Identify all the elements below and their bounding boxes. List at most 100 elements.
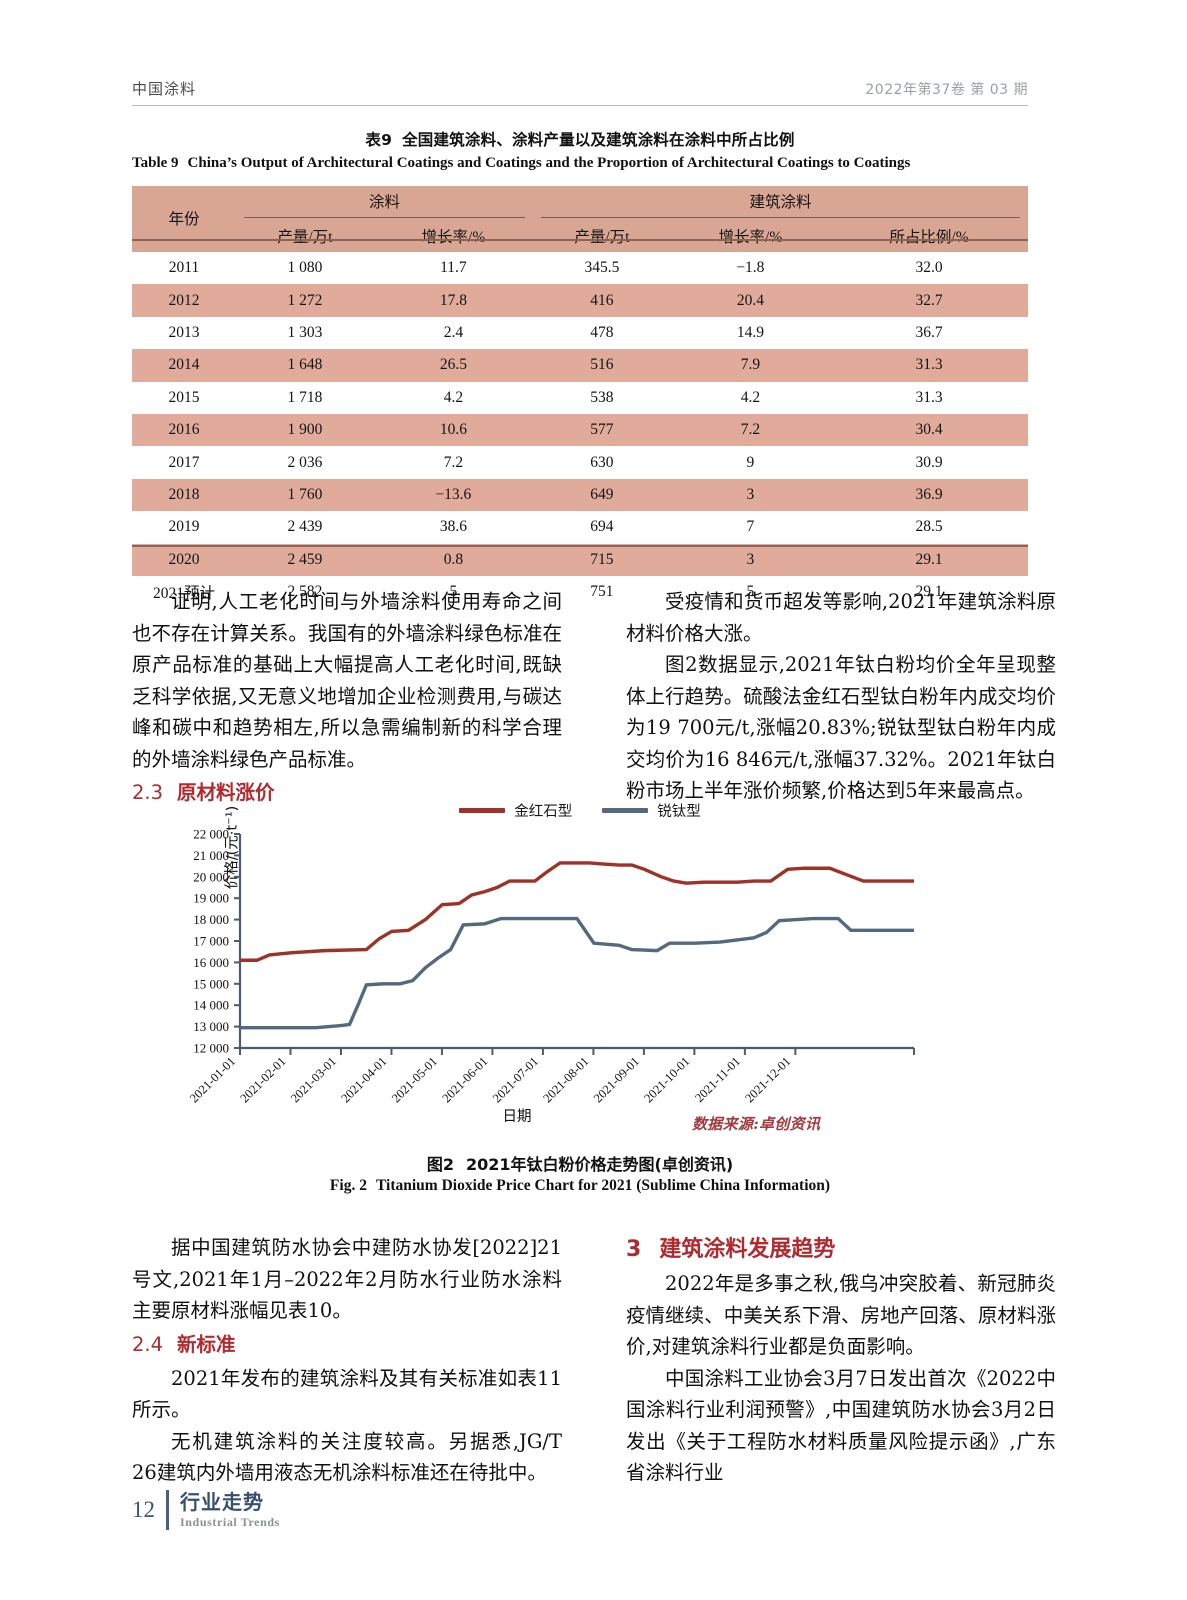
section-heading-2-4: 2.4 新标准 [132, 1328, 562, 1362]
table9: 年份 涂料 建筑涂料 产量/万t 增长率/% 产量/万t 增长率/% 所占比例/… [132, 186, 1028, 609]
table-cell-year: 2019 [132, 511, 236, 544]
table-cell: 36.7 [830, 316, 1028, 350]
x-axis-tick-label: 2021-11-01 [692, 1054, 743, 1105]
table-cell-year: 2012 [132, 284, 236, 317]
table-cell: 2 036 [236, 446, 374, 479]
table-row: 2020 2 459 0.8 715 3 29.1 [132, 543, 1028, 576]
table-cell: 29.1 [830, 543, 1028, 576]
legend-swatch-rutile [459, 808, 506, 813]
table-cell: 14.9 [670, 316, 830, 350]
table-cell-year: 2020 [132, 543, 236, 576]
th-year: 年份 [132, 186, 236, 252]
y-axis-tick-label: 18 000 [193, 912, 229, 927]
y-axis-tick-label: 12 000 [193, 1041, 229, 1056]
table-cell: 538 [533, 381, 671, 414]
table-cell: 715 [533, 543, 671, 576]
figure2-caption-cn-text: 2021年钛白粉价格走势图(卓创资讯) [465, 1155, 734, 1174]
figure2-caption-en: Fig. 2 Titanium Dioxide Price Chart for 2… [132, 1177, 1028, 1195]
table-row: 2019 2 439 38.6 694 7 28.5 [132, 511, 1028, 544]
table-cell-year: 2021预计 [132, 575, 236, 609]
chart-source-note: 数据来源:卓创资讯 [692, 1115, 821, 1133]
right-bottom-para-1: 2022年是多事之秋,俄乌冲突胶着、新冠肺炎疫情继续、中美关系下滑、房地产回落、… [626, 1272, 1056, 1358]
th-sub-3: 增长率/% [670, 220, 830, 252]
left-column-bottom: 据中国建筑防水协会中建防水协发[2022]21号文,2021年1月–2022年2… [132, 1232, 562, 1489]
table-cell: 649 [533, 478, 671, 512]
table-cell: 630 [533, 446, 671, 479]
table-cell: 20.4 [670, 284, 830, 317]
x-axis-tick-label: 2021-09-01 [591, 1054, 642, 1105]
th-sub-1: 增长率/% [373, 220, 533, 252]
x-axis-tick-label: 2021-08-01 [540, 1054, 591, 1105]
table-cell: 7.9 [670, 349, 830, 382]
left-bottom-para-2: 2021年发布的建筑涂料及其有关标准如表11所示。 [132, 1366, 562, 1422]
chart-y-axis-label: 价格/(元·t⁻¹) [224, 805, 241, 890]
table-cell-year: 2016 [132, 413, 236, 447]
running-head: 中国涂料 2022年第37卷 第 03 期 [132, 78, 1028, 106]
table-cell: 2.4 [373, 316, 533, 350]
table9-head: 年份 涂料 建筑涂料 产量/万t 增长率/% 产量/万t 增长率/% 所占比例/… [132, 186, 1028, 252]
table-cell-year: 2014 [132, 349, 236, 382]
left-bottom-para-1: 据中国建筑防水协会中建防水协发[2022]21号文,2021年1月–2022年2… [132, 1236, 562, 1322]
table-cell: 751 [533, 575, 671, 609]
legend-label-anatase: 锐钛型 [657, 804, 701, 820]
table-cell: 11.7 [373, 252, 533, 285]
table-cell: 17.8 [373, 284, 533, 317]
table-cell: 30.9 [830, 446, 1028, 479]
table-cell: 2 582 [236, 575, 374, 609]
table-cell: 26.5 [373, 349, 533, 382]
issue-info: 2022年第37卷 第 03 期 [865, 82, 1028, 98]
x-axis-tick-label: 2021-04-01 [338, 1054, 389, 1105]
y-axis-tick-label: 13 000 [193, 1019, 229, 1034]
section-3-title: 建筑涂料发展趋势 [659, 1237, 836, 1262]
table-cell: 1 718 [236, 381, 374, 414]
footer-section-en: Industrial Trends [180, 1515, 280, 1529]
table-cell: 1 900 [236, 413, 374, 447]
figure2-caption-en-text: Titanium Dioxide Price Chart for 2021 (S… [375, 1177, 831, 1194]
x-axis-tick-label: 2021-01-01 [187, 1054, 238, 1105]
right-para-2: 图2数据显示,2021年钛白粉均价全年呈现整体上行趋势。硫酸法金红石型钛白粉年内… [626, 653, 1056, 802]
x-axis-tick-label: 2021-06-01 [439, 1054, 490, 1105]
table-cell-year: 2018 [132, 478, 236, 512]
table-cell: 32.0 [830, 252, 1028, 285]
y-axis-tick-label: 20 000 [193, 869, 229, 884]
table-cell: 36.9 [830, 478, 1028, 512]
x-axis-tick-label: 2021-03-01 [288, 1054, 339, 1105]
table9-caption-cn-text: 全国建筑涂料、涂料产量以及建筑涂料在涂料中所占比例 [402, 131, 795, 149]
table-cell-year: 2011 [132, 252, 236, 285]
table9-header-row-groups: 年份 涂料 建筑涂料 [132, 186, 1028, 252]
right-bottom-para-2: 中国涂料工业协会3月7日发出首次《2022中国涂料行业利润预警》,中国建筑防水协… [626, 1366, 1056, 1485]
table-header-rule [132, 239, 1028, 241]
legend-swatch-anatase [602, 808, 649, 813]
table-row: 2017 2 036 7.2 630 9 30.9 [132, 446, 1028, 479]
table-cell: 7.2 [373, 446, 533, 479]
table-cell: 31.3 [830, 381, 1028, 414]
table-cell: 5 [670, 575, 830, 609]
footer-divider [166, 1490, 169, 1530]
table-row: 2012 1 272 17.8 416 20.4 32.7 [132, 284, 1028, 317]
page-number: 12 [132, 1497, 155, 1522]
footer-section-cn: 行业走势 [180, 1490, 264, 1514]
table-cell: 38.6 [373, 511, 533, 544]
table-cell: 3 [670, 478, 830, 512]
th-group-arch-label: 建筑涂料 [749, 193, 812, 211]
x-axis-tick-label: 2021-07-01 [490, 1054, 541, 1105]
th-sub-4: 所占比例/% [830, 220, 1028, 252]
table-cell: 0.8 [373, 543, 533, 576]
table-row: 2015 1 718 4.2 538 4.2 31.3 [132, 381, 1028, 414]
y-axis-tick-label: 16 000 [193, 955, 229, 970]
table-bottom-rule [132, 545, 1028, 547]
left-para-1: 证明,人工老化时间与外墙涂料使用寿命之间也不存在计算关系。我国有的外墙涂料绿色标… [132, 590, 562, 771]
table-cell: 416 [533, 284, 671, 317]
y-axis-tick-label: 17 000 [193, 934, 229, 949]
section-heading-2-3: 2.3 原材料涨价 [132, 776, 562, 810]
table-row: 2018 1 760 −13.6 649 3 36.9 [132, 478, 1028, 512]
y-axis-tick-label: 14 000 [193, 998, 229, 1013]
table-cell: 5 [373, 575, 533, 609]
table-cell: 345.5 [533, 252, 671, 285]
table-cell: 28.5 [830, 511, 1028, 544]
table-cell-year: 2013 [132, 316, 236, 350]
x-axis-tick-label: 2021-05-01 [389, 1054, 440, 1105]
right-para-1: 受疫情和货币超发等影响,2021年建筑涂料原材料价格大涨。 [626, 590, 1056, 645]
section-2-4-number: 2.4 [132, 1332, 164, 1356]
table-cell: 516 [533, 349, 671, 382]
